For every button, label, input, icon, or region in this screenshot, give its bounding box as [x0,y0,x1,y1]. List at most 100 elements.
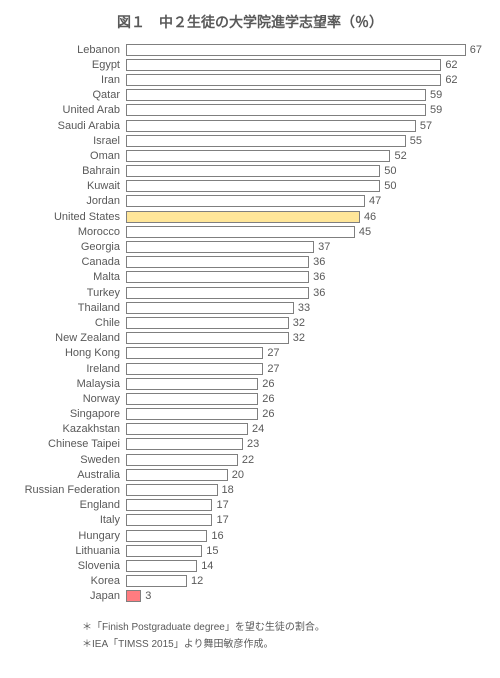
bar-area: 23 [126,437,482,452]
bar-row: Kuwait50 [18,179,482,194]
bar [126,347,263,359]
country-label: Ireland [18,363,126,375]
bar-chart: Lebanon67Egypt62Iran62Qatar59United Arab… [18,42,482,604]
bar-row: Singapore 26 [18,407,482,422]
bar-area: 27 [126,361,482,376]
bar [126,89,426,101]
country-label: United Arab [18,104,126,116]
value-label: 59 [426,104,442,116]
bar-area: 27 [126,346,482,361]
country-label: Lebanon [18,44,126,56]
country-label: Thailand [18,302,126,314]
country-label: Singapore [18,408,126,420]
country-label: Oman [18,150,126,162]
bar-row: Saudi Arabia57 [18,118,482,133]
country-label: Norway [18,393,126,405]
value-label: 33 [294,302,310,314]
bar-row: Turkey36 [18,285,482,300]
bar [126,363,263,375]
bar-area: 37 [126,239,482,254]
bar [126,180,380,192]
bar [126,408,258,420]
bar-area: 46 [126,209,482,224]
bar [126,241,314,253]
bar-row: Sweden22 [18,452,482,467]
bar-row: Jordan47 [18,194,482,209]
value-label: 67 [466,44,482,56]
bar [126,256,309,268]
bar-area: 18 [126,482,482,497]
bar-area: 47 [126,194,482,209]
bar [126,59,441,71]
value-label: 12 [187,575,203,587]
bar [126,104,426,116]
bar-row: Georgia37 [18,239,482,254]
bar-row: Japan3 [18,589,482,604]
country-label: Chile [18,317,126,329]
bar [126,317,289,329]
bar-area: 50 [126,164,482,179]
bar [126,211,360,223]
footnote: ＊「Finish Postgraduate degree」を望む生徒の割合。 [82,618,482,633]
bar [126,438,243,450]
value-label: 55 [406,135,422,147]
bar-area: 26 [126,376,482,391]
bar [126,454,238,466]
bar-row: Hungary16 [18,528,482,543]
bar [126,287,309,299]
value-label: 26 [258,408,274,420]
footnote: ＊IEA「TIMSS 2015」より舞田敏彦作成。 [82,635,482,650]
bar-row: Norway26 [18,391,482,406]
value-label: 62 [441,74,457,86]
value-label: 20 [228,469,244,481]
bar-area: 24 [126,422,482,437]
bar-row: Morocco45 [18,224,482,239]
bar-row: Oman 52 [18,148,482,163]
bar [126,514,212,526]
bar-area: 17 [126,498,482,513]
value-label: 14 [197,560,213,572]
bar-row: Chile32 [18,315,482,330]
bar-row: Hong Kong27 [18,346,482,361]
bar-area: 17 [126,513,482,528]
value-label: 17 [212,514,228,526]
country-label: Hungary [18,530,126,542]
country-label: Italy [18,514,126,526]
bar [126,195,365,207]
value-label: 24 [248,423,264,435]
country-label: Chinese Taipei [18,438,126,450]
value-label: 36 [309,287,325,299]
figure-container: 図１ 中２生徒の大学院進学志望率（％） Lebanon67Egypt62Iran… [0,0,500,678]
bar-area: 3 [126,589,482,604]
bar-area: 36 [126,285,482,300]
value-label: 37 [314,241,330,253]
value-label: 27 [263,363,279,375]
bar [126,120,416,132]
value-label: 47 [365,195,381,207]
value-label: 62 [441,59,457,71]
bar-area: 22 [126,452,482,467]
value-label: 32 [289,332,305,344]
bar [126,150,390,162]
bar-area: 26 [126,391,482,406]
bar [126,575,187,587]
bar [126,423,248,435]
country-label: Slovenia [18,560,126,572]
country-label: Qatar [18,89,126,101]
bar [126,560,197,572]
country-label: Morocco [18,226,126,238]
bar-row: Iran62 [18,72,482,87]
bar-area: 36 [126,270,482,285]
bar-area: 52 [126,148,482,163]
bar-row: Malta36 [18,270,482,285]
value-label: 52 [390,150,406,162]
country-label: Kazakhstan [18,423,126,435]
bar [126,545,202,557]
bar-area: 26 [126,407,482,422]
bar [126,74,441,86]
country-label: Hong Kong [18,347,126,359]
country-label: Bahrain [18,165,126,177]
country-label: Malta [18,271,126,283]
bar-area: 62 [126,72,482,87]
bar [126,530,207,542]
